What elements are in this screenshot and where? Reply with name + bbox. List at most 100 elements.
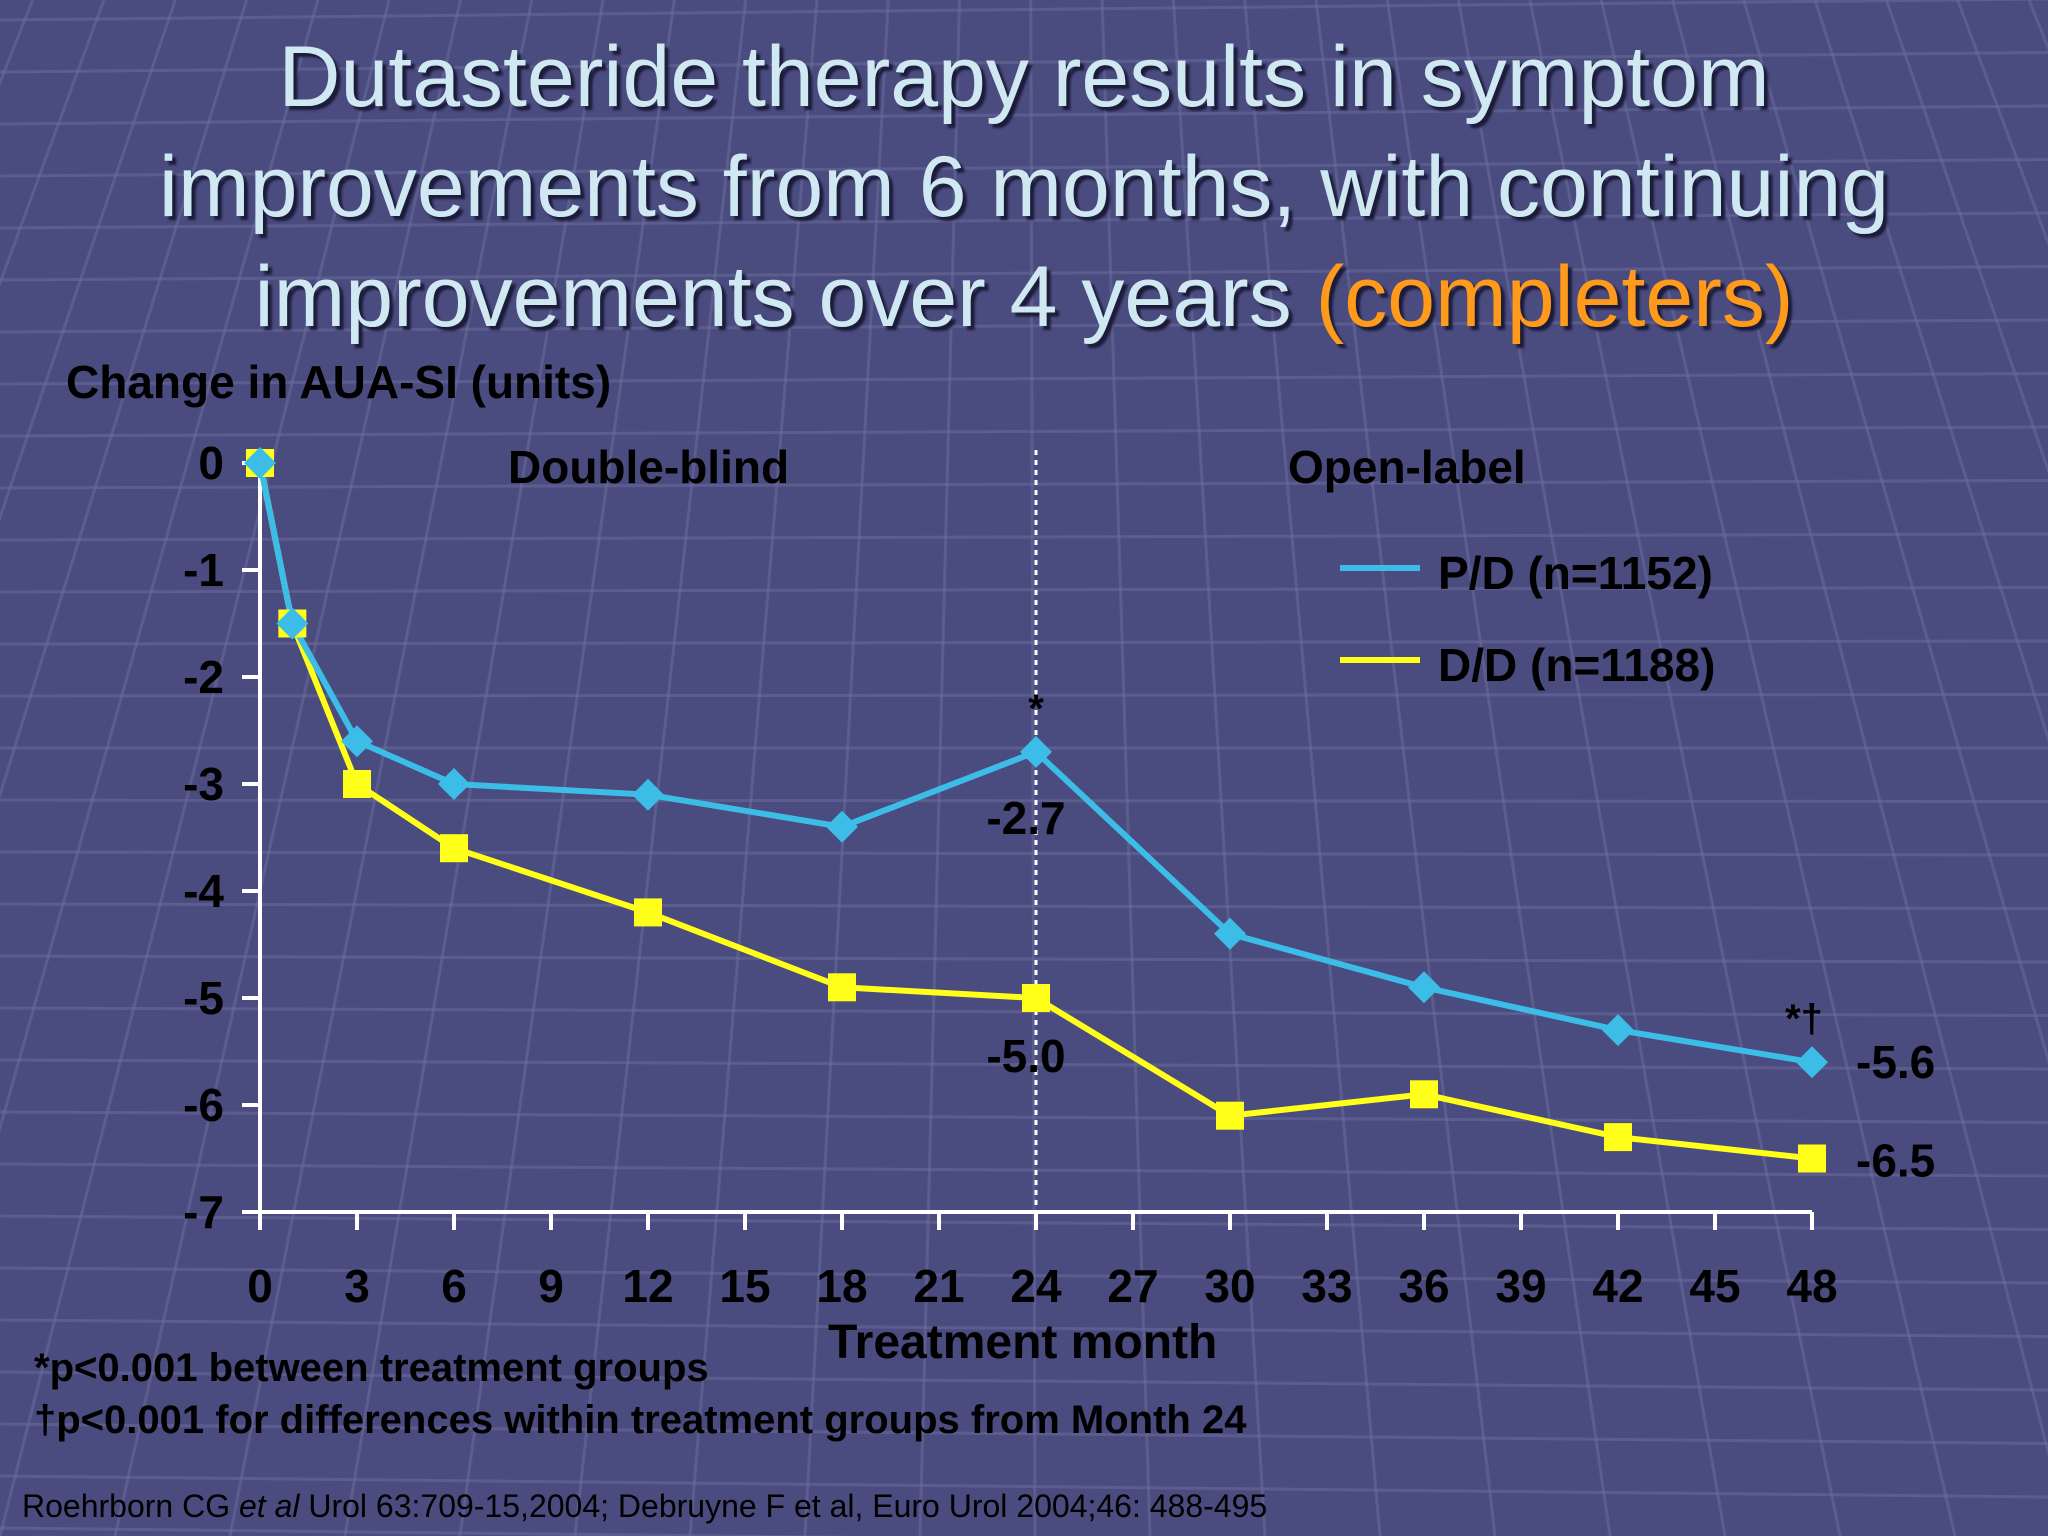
y-tick-label: -5: [183, 972, 224, 1024]
x-tick-label: 6: [441, 1260, 467, 1312]
y-tick-label: 0: [198, 437, 224, 489]
background-grid-line: [0, 265, 2048, 282]
background-grid-line: [0, 0, 2048, 22]
background-grid-line: [0, 0, 320, 1134]
background-grid-line: [1385, 0, 1612, 1536]
title-highlight: (completers): [1315, 249, 1794, 345]
phase-label-double-blind: Double-blind: [508, 441, 790, 493]
background-grid-line: [803, 0, 890, 1536]
background-grid-line: [0, 158, 2048, 178]
data-point-dd: [440, 834, 468, 863]
y-tick-label: -6: [183, 1079, 224, 1131]
background-grid-line: [1457, 0, 1727, 1536]
x-tick-label: 48: [1786, 1260, 1837, 1312]
data-point-pd: [1796, 1046, 1828, 1079]
background-grid-line: [458, 0, 676, 1536]
background-grid-line: [0, 372, 2048, 386]
background-grid-line: [228, 0, 534, 1536]
annotation-significance-48: *†: [1785, 997, 1823, 1041]
data-point-dd: [1216, 1101, 1244, 1130]
data-point-dd: [1022, 984, 1050, 1012]
title-line-2: improvements from 6 months, with continu…: [158, 139, 1890, 235]
background-grid-line: [0, 639, 2048, 646]
data-point-pd: [632, 778, 664, 811]
background-grid-line: [0, 318, 2048, 334]
background-grid-line: [0, 104, 2048, 126]
data-point-pd: [244, 447, 276, 479]
background-grid-line: [1671, 0, 2048, 1457]
data-point-dd: [828, 973, 856, 1002]
background-grid-line: [1599, 0, 1957, 1536]
x-tick-label: 3: [344, 1260, 370, 1312]
x-tick-label: 12: [622, 1260, 673, 1312]
background-grid-line: [0, 1058, 2048, 1071]
data-point-pd: [1020, 735, 1052, 768]
background-grid-line: [1171, 0, 1267, 1536]
background-grid-line: [0, 954, 2048, 964]
data-point-pd: [1408, 971, 1440, 1004]
background-grid-line: [1742, 0, 2048, 1065]
x-tick-label: 24: [1010, 1260, 1062, 1312]
data-point-pd: [1602, 1014, 1634, 1047]
x-tick-label: 36: [1398, 1260, 1449, 1312]
data-point-dd: [634, 898, 662, 927]
background-grid-line: [573, 0, 748, 1536]
background-grid-line: [0, 693, 2048, 698]
title-line-3-text: improvements over 4 years: [254, 249, 1316, 345]
background-grid-line: [0, 0, 391, 1536]
data-point-pd: [276, 607, 309, 640]
background-grid-line: [0, 211, 2048, 230]
x-tick-label: 30: [1204, 1260, 1255, 1312]
background-grid-line: [0, 479, 2048, 490]
y-tick-label: -3: [183, 758, 224, 810]
x-tick-label: 21: [913, 1260, 964, 1312]
background-grid-line: [0, 1318, 2048, 1338]
annotation-value-dd-48: -6.5: [1856, 1135, 1935, 1187]
x-tick-label: 27: [1107, 1260, 1158, 1312]
data-point-dd: [1410, 1080, 1438, 1109]
data-point-dd: [343, 770, 371, 798]
background-grid-line: [0, 850, 2048, 857]
x-tick-label: 18: [816, 1260, 867, 1312]
footnote-2: †p<0.001 for differences within treatmen…: [34, 1398, 1247, 1442]
background-grid-line: [0, 1110, 2048, 1124]
title-line-1: Dutasteride therapy results in symptom: [278, 29, 1770, 125]
background-grid-line: [0, 902, 2048, 910]
background-grid-line: [0, 1162, 2048, 1178]
y-axis-label: Change in AUA-SI (units): [66, 356, 612, 408]
phase-label-open-label: Open-label: [1288, 441, 1526, 493]
background-grid-line: [1813, 0, 2048, 743]
x-axis-label: Treatment month: [828, 1316, 1218, 1369]
background-grid-line: [343, 0, 605, 1536]
background-grid-line: [0, 1370, 2048, 1392]
y-tick-label: -2: [183, 651, 224, 703]
annotation-value-dd-24: -5.0: [986, 1030, 1065, 1082]
data-point-dd: [1604, 1123, 1632, 1152]
x-tick-label: 0: [247, 1260, 273, 1312]
background-grid-line: [0, 0, 106, 288]
x-tick-label: 45: [1689, 1260, 1740, 1312]
annotation-value-pd-48: -5.6: [1856, 1036, 1935, 1088]
footnote-1: *p<0.001 between treatment groups: [34, 1346, 709, 1390]
background-grid-line: [1243, 0, 1382, 1536]
data-point-pd: [1214, 917, 1246, 950]
x-tick-label: 15: [719, 1260, 770, 1312]
background-grid-line: [0, 1474, 2048, 1499]
data-point-pd: [341, 725, 373, 758]
background-grid-line: [0, 586, 2048, 594]
background-grid-line: [918, 0, 962, 1536]
background-grid-line: [0, 1422, 2048, 1445]
background-grid-line: [0, 1214, 2048, 1231]
background-grid-line: [1314, 0, 1497, 1536]
background-grid-line: [0, 425, 2048, 438]
background-grid-line: [1029, 0, 1037, 1536]
background-grid-line: [1885, 0, 2048, 475]
background-grid-line: [0, 51, 2048, 74]
legend-label-pd: P/D (n=1152): [1438, 547, 1713, 599]
background-grid-line: [0, 798, 2048, 803]
reference-citation: Roehrborn CG et al Urol 63:709-15,2004; …: [22, 1488, 1267, 1525]
annotation-value-pd-24: -2.7: [986, 792, 1065, 844]
legend-label-dd: D/D (n=1188): [1438, 639, 1716, 691]
